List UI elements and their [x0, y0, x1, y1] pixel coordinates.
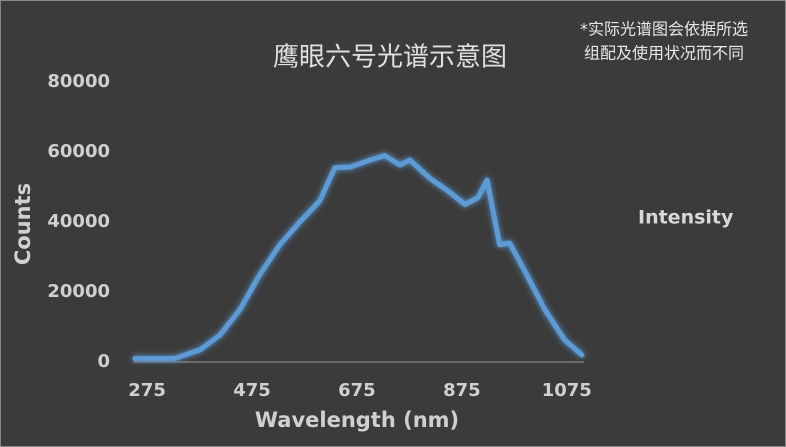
x-tick-label: 275	[128, 380, 166, 401]
y-tick-label: 80000	[47, 71, 110, 92]
data-line	[132, 153, 585, 361]
x-tick-label: 475	[233, 380, 271, 401]
annotation: *实际光谱图会依据所选	[580, 20, 748, 39]
chart-title: 鹰眼六号光谱示意图	[273, 43, 507, 73]
legend-label: Intensity	[638, 207, 734, 229]
y-tick-label: 60000	[47, 141, 110, 162]
y-tick-label: 0	[97, 351, 110, 372]
x-tick-label: 675	[338, 380, 376, 401]
y-axis-title: Counts	[11, 183, 35, 265]
y-tick-label: 20000	[47, 281, 110, 302]
y-tick-label: 40000	[47, 211, 110, 232]
x-axis-title: Wavelength (nm)	[255, 408, 459, 432]
x-tick-label: 1075	[542, 380, 592, 401]
annotation: 组配及使用状况而不同	[584, 44, 744, 63]
x-tick-label: 875	[443, 380, 481, 401]
